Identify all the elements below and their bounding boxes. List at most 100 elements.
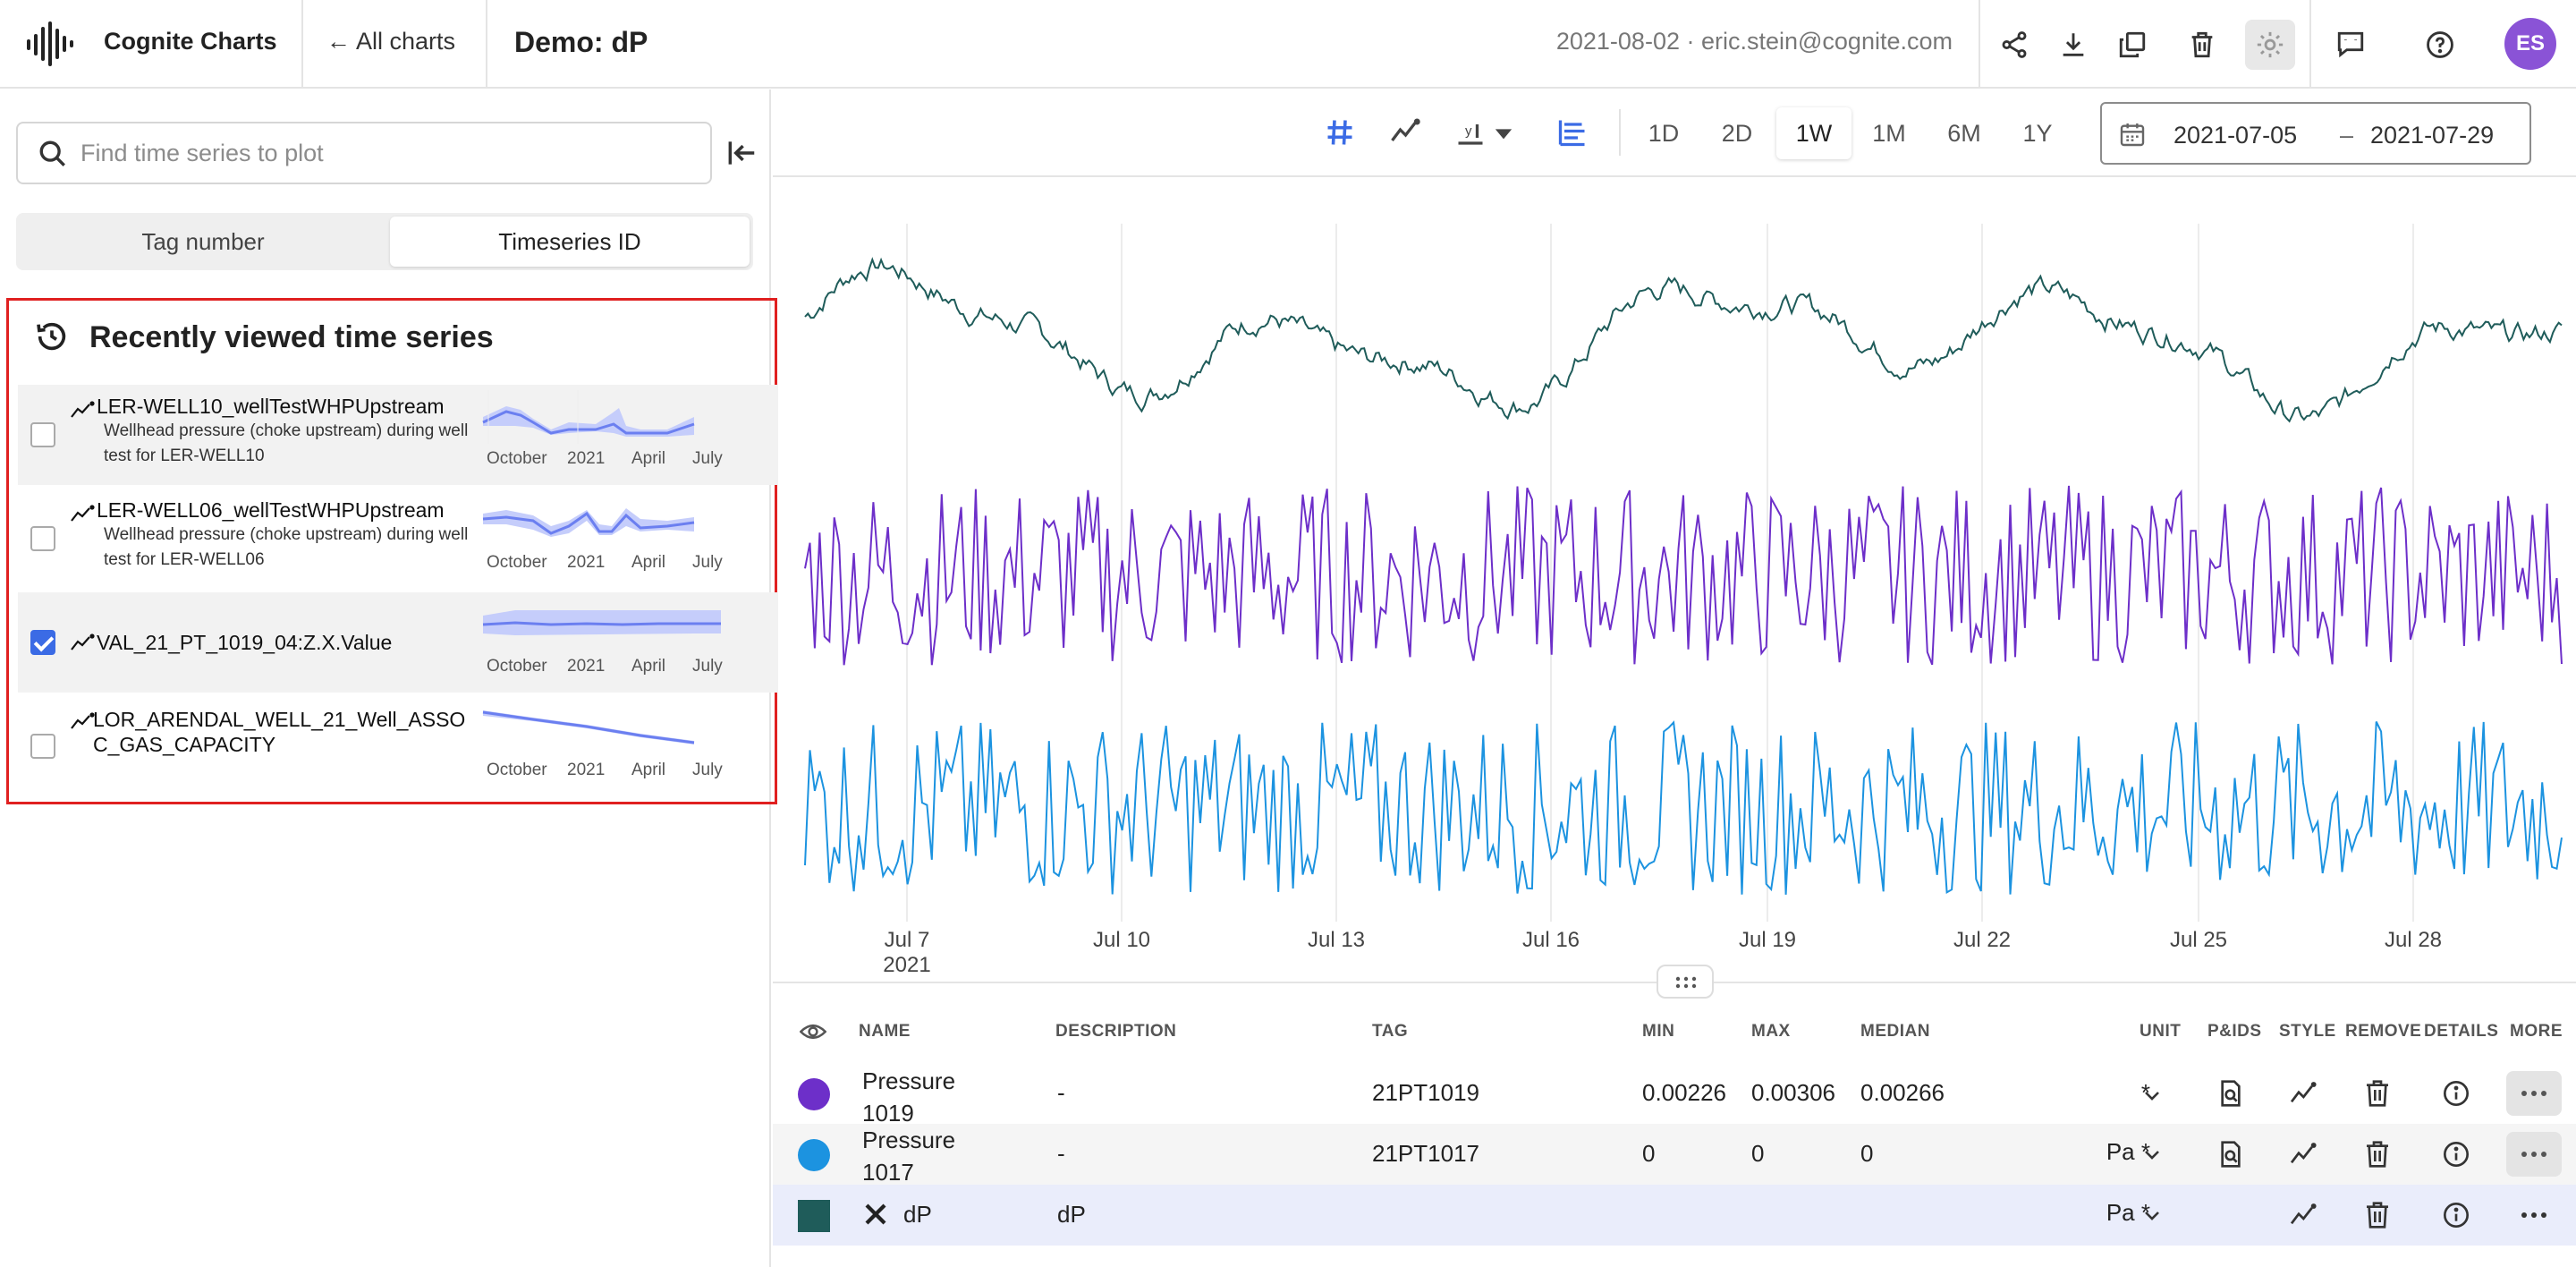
x-tick-label: Jul 7 xyxy=(885,928,930,952)
table-row[interactable]: Pressure 1019 - 21PT1019 0.00226 0.00306… xyxy=(773,1063,2576,1127)
toolbar-divider xyxy=(1619,109,1621,156)
series-name-cell[interactable]: dP xyxy=(903,1201,932,1228)
resize-handle[interactable] xyxy=(1657,965,1714,999)
series-checkbox[interactable] xyxy=(30,422,55,447)
list-item[interactable]: LOR_ARENDAL_WELL_21_Well_ASSO C_GAS_CAPA… xyxy=(18,696,778,796)
tab-timeseries-id[interactable]: Timeseries ID xyxy=(390,217,750,267)
line-style-icon[interactable] xyxy=(1388,116,1420,149)
x-tick-label: Jul 25 xyxy=(2170,928,2227,952)
recent-title: Recently viewed time series xyxy=(89,320,494,354)
share-icon xyxy=(2002,31,2027,58)
time-series-chart[interactable]: Jul 7 Jul 10 Jul 13 Jul 16 Jul 19 Jul 22 Jul 2… xyxy=(773,179,2576,984)
unit-cell[interactable]: * xyxy=(2140,1079,2150,1106)
search-input[interactable] xyxy=(80,132,698,174)
sparkline-chart xyxy=(482,508,695,537)
header-divider xyxy=(301,0,303,88)
line-style-icon[interactable] xyxy=(2288,1201,2317,1229)
chart-toolbar: y 1D 2D 1W 1M 6M 1Y 2021-07-05 – 2021-07… xyxy=(773,89,2576,177)
table-row[interactable]: dP dP Pa * xyxy=(773,1185,2576,1246)
unit-cell[interactable]: Pa * xyxy=(2106,1199,2150,1226)
spark-tick: October xyxy=(487,449,547,468)
list-item[interactable]: LER-WELL06_wellTestWHPUpstream Wellhead … xyxy=(18,489,778,589)
series-name: LER-WELL10_wellTestWHPUpstream xyxy=(97,395,445,418)
series-color-swatch[interactable] xyxy=(798,1078,830,1110)
info-icon[interactable] xyxy=(2442,1201,2470,1229)
collapse-panel-icon[interactable] xyxy=(724,136,758,170)
info-icon[interactable] xyxy=(2442,1140,2470,1169)
tab-tag-number[interactable]: Tag number xyxy=(141,227,265,255)
tag-cell: 21PT1019 xyxy=(1372,1079,1479,1106)
range-6m-button[interactable]: 6M xyxy=(1947,119,1981,147)
list-item[interactable]: LER-WELL10_wellTestWHPUpstream Wellhead … xyxy=(18,385,778,485)
chevron-down-icon[interactable] xyxy=(2141,1144,2163,1165)
share-button[interactable] xyxy=(1989,20,2039,70)
series-color-swatch[interactable] xyxy=(798,1200,830,1232)
spark-tick: 2021 xyxy=(567,657,606,676)
series-checkbox[interactable] xyxy=(30,630,55,655)
help-button[interactable] xyxy=(2415,20,2465,70)
user-avatar[interactable]: ES xyxy=(2504,18,2556,70)
spark-tick: April xyxy=(631,657,666,676)
eye-icon[interactable] xyxy=(800,1020,826,1043)
unit-cell[interactable]: Pa * xyxy=(2106,1138,2150,1165)
range-1y-button[interactable]: 1Y xyxy=(2022,119,2053,147)
col-header-remove: REMOVE xyxy=(2345,1022,2422,1041)
series-name-cell[interactable]: Pressure 1017 xyxy=(862,1127,956,1186)
series-checkbox[interactable] xyxy=(30,526,55,551)
pids-search-icon[interactable] xyxy=(2216,1140,2245,1169)
delete-chart-button[interactable] xyxy=(2177,20,2227,70)
series-line-pressure-1019[interactable] xyxy=(804,485,2563,666)
x-tick-label: Jul 13 xyxy=(1308,928,1365,952)
info-icon[interactable] xyxy=(2442,1079,2470,1108)
delete-icon[interactable] xyxy=(2363,1201,2392,1229)
col-header-description: DESCRIPTION xyxy=(1055,1022,1177,1041)
svg-text:y: y xyxy=(1465,123,1472,139)
table-row[interactable]: Pressure 1017 - 21PT1017 0 0 0 Pa * xyxy=(773,1124,2576,1186)
series-color-swatch[interactable] xyxy=(798,1139,830,1171)
timeseries-icon xyxy=(71,505,95,522)
settings-button[interactable] xyxy=(2245,20,2295,70)
col-header-details: DETAILS xyxy=(2424,1022,2499,1041)
delete-icon[interactable] xyxy=(2363,1079,2392,1108)
chart-title[interactable]: Demo: dP xyxy=(514,26,648,58)
list-item[interactable]: VAL_21_PT_1019_04:Z.X.Value October 2021… xyxy=(18,592,778,693)
range-2d-button[interactable]: 2D xyxy=(1721,119,1753,147)
more-button[interactable] xyxy=(2506,1193,2562,1237)
series-line-dp[interactable] xyxy=(804,257,2563,423)
gridlines-icon[interactable] xyxy=(1324,116,1356,149)
chart-meta: 2021-08-02 · eric.stein@cognite.com xyxy=(1555,28,1953,55)
max-cell: 0.00306 xyxy=(1751,1079,1835,1106)
x-tick-label: Jul 16 xyxy=(1522,928,1580,952)
all-charts-link[interactable]: ← All charts xyxy=(326,28,456,55)
more-button[interactable] xyxy=(2506,1071,2562,1116)
range-1m-button[interactable]: 1M xyxy=(1872,119,1906,147)
pids-search-icon[interactable] xyxy=(2216,1079,2245,1108)
recently-viewed-section: Recently viewed time series LER-WELL10_w… xyxy=(6,298,778,804)
series-checkbox[interactable] xyxy=(30,734,55,759)
date-range-picker[interactable]: 2021-07-05 – 2021-07-29 xyxy=(2100,102,2531,165)
series-line-pressure-1017[interactable] xyxy=(804,720,2563,895)
feedback-button[interactable] xyxy=(2326,20,2376,70)
delete-icon[interactable] xyxy=(2363,1140,2392,1169)
date-from[interactable]: 2021-07-05 xyxy=(2174,122,2298,149)
range-1w-button[interactable]: 1W xyxy=(1776,107,1852,159)
date-to[interactable]: 2021-07-29 xyxy=(2370,122,2495,149)
feedback-icon xyxy=(2337,31,2364,58)
chevron-down-icon[interactable] xyxy=(2141,1084,2163,1106)
line-style-icon[interactable] xyxy=(2288,1079,2317,1108)
duplicate-button[interactable] xyxy=(2107,20,2157,70)
settings-icon xyxy=(2257,31,2284,58)
calculation-x-icon xyxy=(865,1203,886,1225)
series-name-cell[interactable]: Pressure 1019 xyxy=(862,1067,956,1127)
col-header-style: STYLE xyxy=(2279,1022,2336,1041)
chevron-down-icon[interactable] xyxy=(1494,116,1513,149)
series-name: LER-WELL06_wellTestWHPUpstream xyxy=(97,498,445,522)
stacked-view-icon[interactable] xyxy=(1556,116,1589,149)
chart-canvas[interactable]: Jul 7 Jul 10 Jul 13 Jul 16 Jul 19 Jul 22 Jul 2… xyxy=(773,179,2576,984)
line-style-icon[interactable] xyxy=(2288,1140,2317,1169)
range-1d-button[interactable]: 1D xyxy=(1648,119,1680,147)
chevron-down-icon[interactable] xyxy=(2141,1204,2163,1226)
download-button[interactable] xyxy=(2048,20,2098,70)
y-axis-icon[interactable]: y xyxy=(1453,116,1488,149)
more-button[interactable] xyxy=(2506,1132,2562,1177)
